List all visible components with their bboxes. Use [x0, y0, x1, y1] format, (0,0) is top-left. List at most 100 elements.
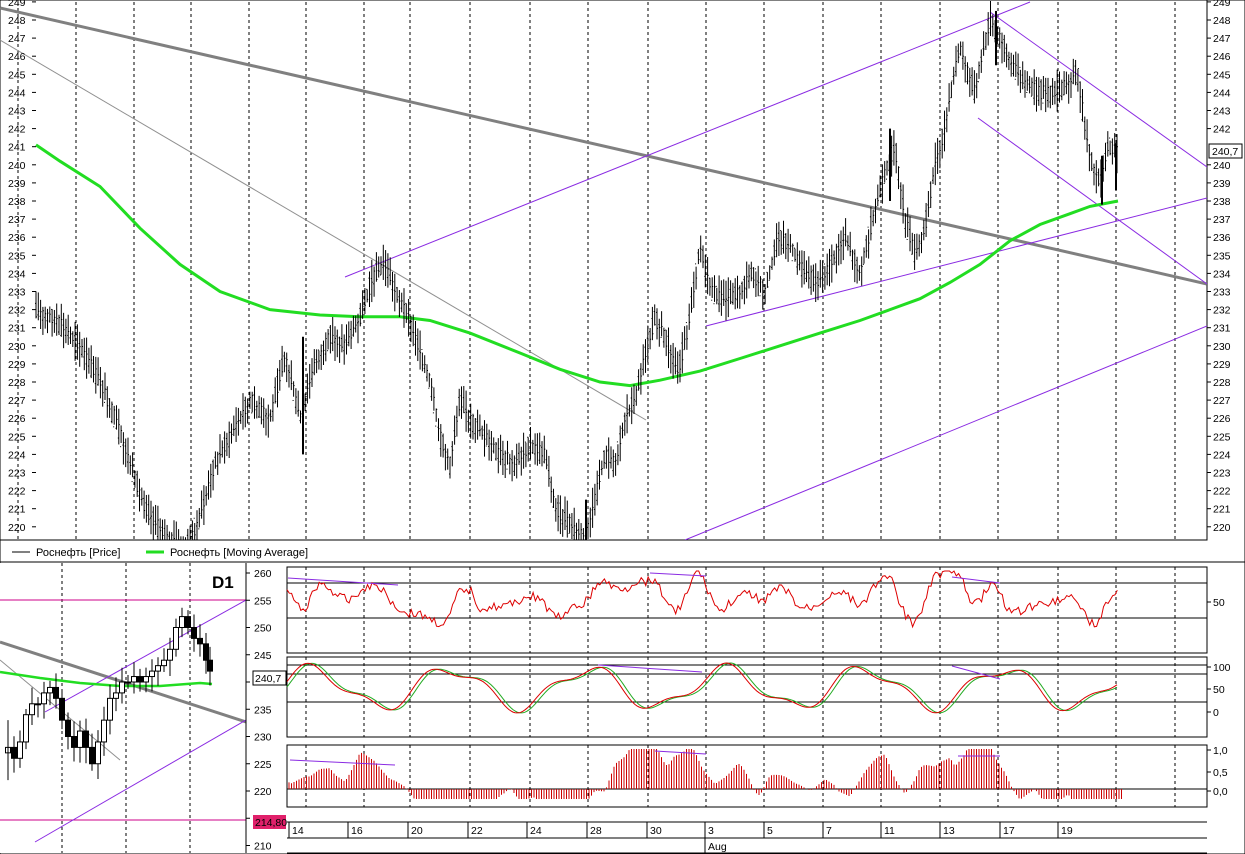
price-bar — [784, 233, 787, 260]
price-bar — [872, 209, 875, 227]
y-axis-label-right: 226 — [1213, 413, 1231, 425]
y-axis-label-left: 236 — [8, 232, 26, 244]
price-bar — [331, 317, 334, 352]
price-bar — [414, 321, 417, 356]
stochastic-panel — [286, 656, 1208, 738]
price-panel — [0, 0, 1208, 541]
price-bar — [1072, 58, 1075, 85]
price-bar — [370, 259, 373, 303]
price-bar — [467, 409, 470, 433]
price-bar — [987, 12, 990, 46]
daily-candle — [29, 687, 35, 726]
price-bar — [154, 504, 157, 535]
daily-candle-body — [167, 648, 173, 661]
price-bar — [439, 424, 442, 457]
price-bar — [598, 459, 601, 490]
price-bar — [423, 355, 426, 374]
price-bar — [207, 470, 210, 500]
y-axis-label-right: 246 — [1213, 51, 1231, 63]
price-bar — [837, 233, 840, 266]
price-bar — [106, 386, 109, 418]
price-bar — [315, 349, 318, 374]
price-bar — [334, 326, 336, 361]
price-bar — [685, 322, 688, 350]
y-axis-label-right: 233 — [1213, 287, 1231, 299]
price-bar — [304, 393, 307, 412]
price-bar — [288, 364, 290, 388]
price-bar — [432, 387, 435, 414]
price-bar — [674, 347, 677, 375]
price-bar — [232, 415, 235, 437]
stochastic-signal-line — [286, 662, 1118, 714]
price-bar — [573, 507, 576, 540]
price-bar — [283, 351, 286, 373]
price-bar — [1037, 77, 1040, 106]
price-bar — [734, 278, 737, 310]
daily-candle-body — [173, 627, 179, 650]
price-bar — [292, 381, 295, 401]
price-bar — [357, 313, 359, 344]
price-bar — [830, 244, 833, 283]
price-bar — [409, 315, 412, 343]
price-bar — [1083, 116, 1086, 140]
oscillator-divergence-2 — [649, 572, 707, 577]
price-bar — [1033, 69, 1036, 106]
price-bar — [340, 324, 343, 353]
price-bar — [810, 265, 813, 295]
date-axis-label: 28 — [590, 825, 602, 837]
price-bar — [412, 314, 415, 347]
price-bar — [366, 288, 369, 303]
price-bar — [886, 160, 888, 180]
price-bar — [1019, 66, 1022, 93]
price-bar — [881, 164, 884, 204]
price-bar — [902, 184, 905, 224]
price-bar — [741, 281, 744, 300]
daily-axis-label: 220 — [254, 786, 272, 798]
price-bar — [324, 332, 327, 362]
price-bar — [754, 268, 757, 297]
daily-candle-body — [35, 703, 41, 706]
price-bar — [621, 422, 624, 439]
price-bar — [416, 328, 419, 362]
price-bar — [610, 446, 612, 469]
y-axis-label-right: 248 — [1213, 15, 1231, 27]
daily-candle — [167, 637, 173, 676]
price-bar — [702, 245, 704, 269]
price-bar — [768, 265, 771, 281]
price-bar — [1028, 75, 1031, 94]
price-bar — [161, 519, 164, 540]
price-bar — [74, 321, 77, 361]
channel-upper-line — [344, 1, 1031, 278]
price-bar — [78, 331, 81, 367]
price-bar — [1074, 59, 1077, 86]
price-bar — [759, 276, 762, 297]
price-bar — [290, 360, 293, 391]
daily-candle-body — [59, 697, 65, 721]
date-axis-label: 14 — [292, 825, 304, 837]
daily-candle-body — [119, 681, 125, 694]
y-axis-label-left: 224 — [8, 449, 26, 461]
price-bar — [856, 256, 859, 284]
price-bar — [559, 495, 562, 535]
price-bar — [729, 280, 732, 305]
histogram-axis-label: 0,5 — [1213, 767, 1228, 779]
daily-candle — [11, 736, 17, 773]
daily-candle-body — [113, 692, 119, 699]
price-bar — [989, 1, 992, 36]
price-bar — [849, 231, 852, 257]
price-bar — [138, 478, 141, 512]
price-bar — [156, 505, 159, 540]
price-bar — [421, 348, 424, 372]
daily-current-price-box — [252, 670, 287, 686]
y-axis-label-left: 226 — [8, 413, 26, 425]
price-bar — [639, 363, 642, 395]
price-bar — [904, 213, 907, 238]
price-bar — [858, 265, 861, 281]
price-bar — [285, 352, 288, 383]
price-bar — [791, 243, 794, 262]
oscillator-panel — [286, 566, 1208, 654]
support-line — [705, 197, 1207, 327]
price-bar — [1007, 51, 1010, 71]
y-axis-label-left: 233 — [8, 287, 26, 299]
stochastic-main-line — [286, 662, 1118, 714]
